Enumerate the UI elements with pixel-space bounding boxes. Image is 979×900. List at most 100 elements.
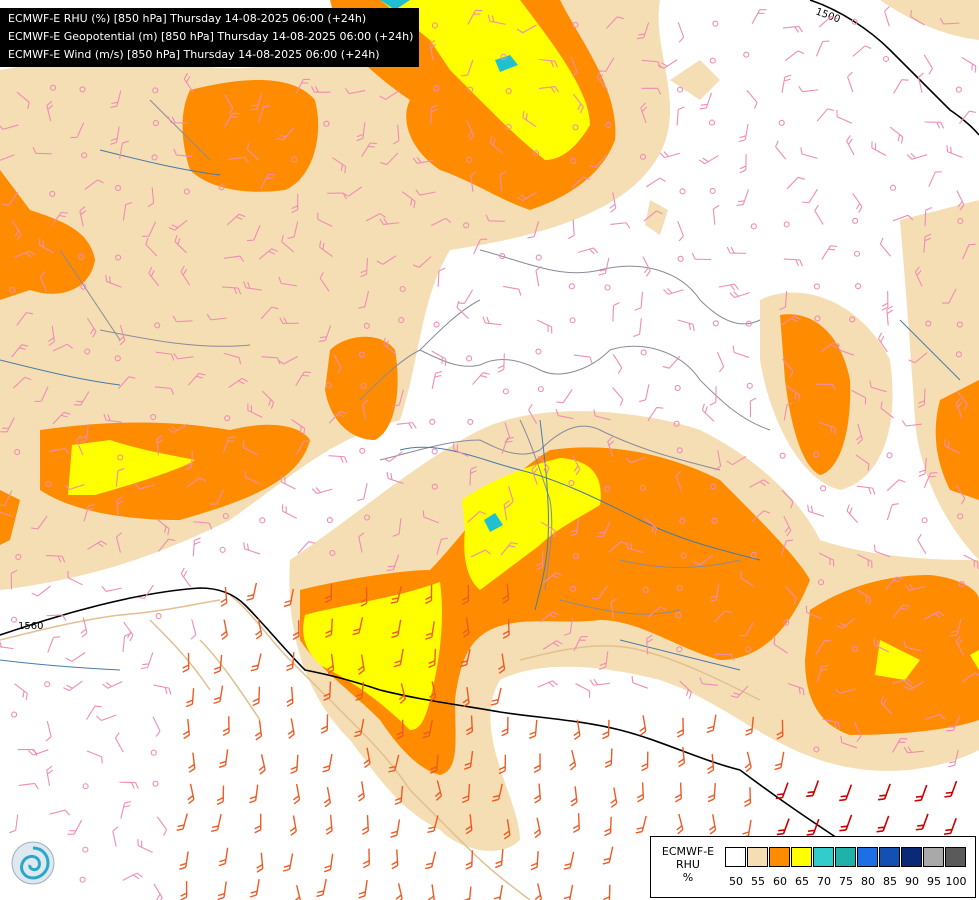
wind-barb xyxy=(325,814,333,835)
wind-barb xyxy=(807,504,825,517)
wind-barb xyxy=(425,621,435,640)
wind-barb xyxy=(80,617,88,638)
calm-wind-marker xyxy=(363,514,371,521)
rhu-70-shading xyxy=(380,0,518,532)
wind-barb xyxy=(11,220,22,241)
wind-barb xyxy=(390,586,403,604)
wind-barb xyxy=(376,255,397,265)
wind-barb xyxy=(31,585,51,597)
wind-barb xyxy=(391,849,399,870)
wind-barb xyxy=(134,483,156,490)
wind-barb xyxy=(86,705,102,720)
wind-barb xyxy=(923,54,933,75)
calm-wind-marker xyxy=(820,485,827,492)
calm-wind-marker xyxy=(431,448,438,455)
wind-barb xyxy=(145,237,158,257)
wind-barb xyxy=(712,204,720,225)
calm-wind-marker xyxy=(329,549,336,557)
wind-barb xyxy=(501,436,514,454)
wind-barb xyxy=(462,617,470,638)
wind-barb xyxy=(959,110,976,125)
wind-barb xyxy=(357,654,365,675)
wind-barb xyxy=(179,851,189,871)
calm-wind-marker xyxy=(679,517,686,524)
wind-barb xyxy=(502,583,510,604)
wind-barb xyxy=(51,211,69,226)
calm-wind-marker xyxy=(533,150,540,157)
legend-swatch xyxy=(813,847,834,867)
wind-barb xyxy=(612,354,623,374)
calm-wind-marker xyxy=(849,316,856,323)
legend-tick: 50 xyxy=(729,875,743,888)
contour-label-1560: 1560 xyxy=(18,621,43,632)
wind-barb xyxy=(116,496,124,517)
wind-barb xyxy=(218,847,229,867)
wind-barb xyxy=(609,192,617,213)
calm-wind-marker xyxy=(150,413,157,421)
wind-barb xyxy=(815,640,832,655)
calm-wind-marker xyxy=(746,382,753,389)
calm-wind-marker xyxy=(570,157,577,165)
calm-wind-marker xyxy=(673,420,680,427)
wind-barb xyxy=(310,85,331,93)
wind-barb xyxy=(675,470,682,492)
wind-barb xyxy=(470,171,477,192)
wind-barb xyxy=(379,218,400,225)
wind-barb xyxy=(598,57,615,72)
calm-wind-marker xyxy=(957,513,964,520)
wind-barb xyxy=(46,614,67,622)
wind-barb xyxy=(563,851,575,870)
wind-barb xyxy=(485,214,505,222)
wind-barb xyxy=(182,719,191,740)
wind-barb xyxy=(34,386,49,402)
wind-barb xyxy=(430,104,438,124)
wind-barb xyxy=(589,678,610,686)
wind-barb xyxy=(342,186,362,197)
wind-barb xyxy=(383,451,403,462)
wind-barb xyxy=(738,123,749,143)
calm-wind-marker xyxy=(813,451,820,458)
wind-barb xyxy=(428,648,437,669)
wind-barb xyxy=(904,583,926,591)
calm-wind-marker xyxy=(155,612,162,620)
wind-barb xyxy=(806,818,820,836)
wind-barb xyxy=(533,753,541,773)
wind-barb xyxy=(540,521,556,538)
wind-barb xyxy=(173,148,193,157)
wind-barb xyxy=(465,814,473,835)
wind-barb xyxy=(217,881,227,900)
wind-barb xyxy=(172,315,193,323)
wind-barb xyxy=(260,173,275,189)
wind-barb xyxy=(412,256,432,268)
wind-barb xyxy=(822,718,841,730)
wind-barb xyxy=(291,418,306,436)
calm-wind-marker xyxy=(431,483,438,490)
calm-wind-marker xyxy=(853,250,860,257)
calm-wind-marker xyxy=(499,253,506,260)
wind-barb xyxy=(356,122,366,142)
wind-barb xyxy=(192,537,201,557)
legend-tick: 100 xyxy=(945,875,967,888)
calm-wind-marker xyxy=(152,780,159,787)
wind-barb xyxy=(120,801,132,819)
calm-wind-marker xyxy=(150,749,157,756)
wind-barb xyxy=(434,780,443,801)
wind-barb xyxy=(244,470,261,485)
wind-barb xyxy=(917,533,927,554)
calm-wind-marker xyxy=(675,612,682,619)
calm-wind-marker xyxy=(639,153,647,160)
calm-wind-marker xyxy=(852,217,859,224)
wind-barb xyxy=(148,266,160,287)
calm-wind-marker xyxy=(505,123,512,131)
calm-wind-marker xyxy=(467,418,474,425)
wind-barbs-strong xyxy=(775,780,958,836)
wind-barb xyxy=(324,583,333,604)
calm-wind-marker xyxy=(14,449,21,456)
wind-barb xyxy=(14,250,36,258)
wind-barb xyxy=(31,515,48,530)
wind-barb xyxy=(944,780,958,798)
wind-barb xyxy=(539,85,560,93)
wind-barb xyxy=(709,814,717,835)
wind-barb xyxy=(0,154,15,162)
